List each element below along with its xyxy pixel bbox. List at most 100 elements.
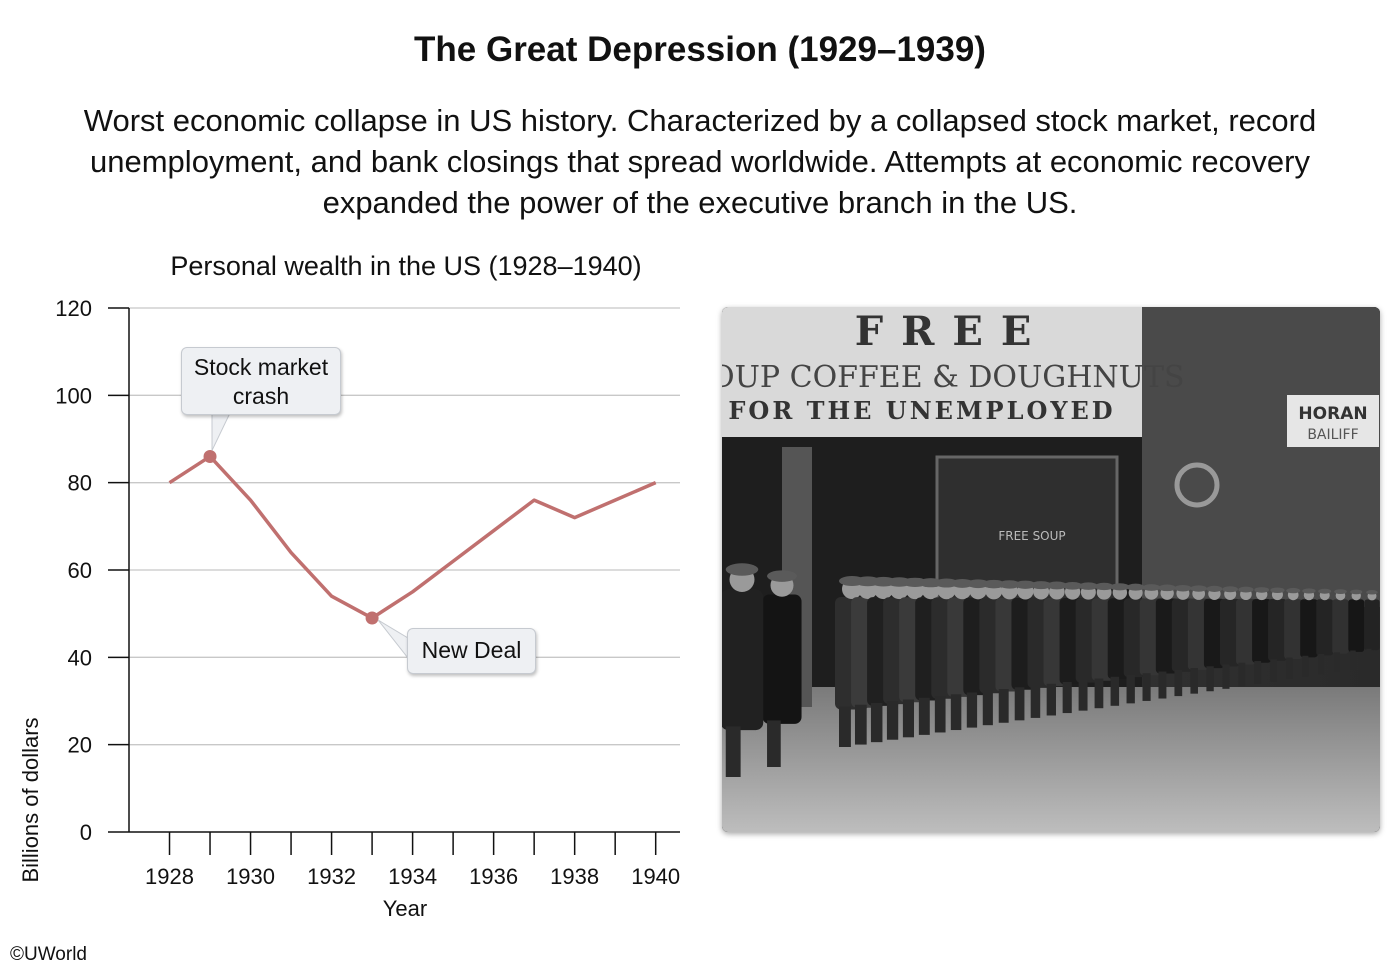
crowd-person-legs <box>1206 666 1214 692</box>
crowd-person-legs <box>998 689 1009 723</box>
crowd-person-cap <box>1094 582 1114 591</box>
crowd-person-legs <box>767 720 781 767</box>
annotation-marker-1 <box>365 611 379 625</box>
crowd-person-cap <box>725 563 759 576</box>
breadline-photo-illustration: FREE SOUP COFFEE & DOUGHNUTS FOR THE UNE… <box>722 307 1380 832</box>
crowd-person-legs <box>1270 659 1277 682</box>
photo-sign-line-3: FOR THE UNEMPLOYED <box>728 396 1115 425</box>
callout-stock-market-crash-label: Stock market crash <box>193 354 329 409</box>
crowd-person-legs <box>1334 652 1340 672</box>
crowd-person-cap <box>1046 581 1068 590</box>
crowd-person-legs <box>1286 657 1293 680</box>
y-axis-label: Billions of dollars <box>18 717 43 882</box>
crowd-person-cap <box>1286 587 1301 594</box>
crowd-person-legs <box>918 697 930 735</box>
crowd-person-cap <box>1142 584 1161 591</box>
x-axis-label: Year <box>383 896 427 921</box>
page-title: The Great Depression (1929–1939) <box>414 30 986 69</box>
chart-title: Personal wealth in the US (1928–1940) <box>170 251 641 281</box>
crowd-person-legs <box>886 701 899 740</box>
crowd-person-cap <box>1238 586 1254 593</box>
crowd-person-body <box>1219 598 1241 667</box>
y-tick-label-100: 100 <box>55 383 92 408</box>
crowd-person-cap <box>1270 587 1285 593</box>
photo-sign-line-2: SOUP COFFEE & DOUGHNUTS <box>722 360 1185 395</box>
crowd-person-cap <box>998 580 1021 589</box>
crowd-person-body <box>1316 599 1334 656</box>
crowd-person-body <box>1252 598 1272 663</box>
breadline-photo: FREE SOUP COFFEE & DOUGHNUTS FOR THE UNE… <box>722 307 1380 832</box>
crowd-person-cap <box>1078 582 1099 590</box>
y-tick-label-40: 40 <box>68 645 92 670</box>
x-tick-label-1936: 1936 <box>469 864 518 889</box>
data-series <box>168 412 657 660</box>
crowd-person-cap <box>1334 589 1347 595</box>
crowd-person-legs <box>1110 676 1120 706</box>
crowd-person-legs <box>725 726 741 777</box>
crowd-person-cap <box>1302 588 1316 594</box>
photo-window-text: FREE SOUP <box>998 529 1065 543</box>
crowd-person-legs <box>934 696 946 733</box>
crowd-person-cap <box>1174 584 1192 592</box>
crowd-person-legs <box>1190 668 1198 694</box>
crowd-person-legs <box>982 690 993 726</box>
crowd-person-cap <box>1030 581 1052 590</box>
crowd-person-body <box>1364 599 1380 651</box>
crowd-person-body <box>1284 599 1303 660</box>
crowd-person-cap <box>1110 583 1130 591</box>
crowd-person-cap <box>767 570 797 582</box>
x-tick-label-1930: 1930 <box>226 864 275 889</box>
x-tick-label-1940: 1940 <box>631 864 680 889</box>
crowd-person-legs <box>1126 675 1135 704</box>
crowd-person-legs <box>839 706 851 747</box>
crowd-person-legs <box>1302 655 1309 677</box>
callout-crash-pointer <box>211 412 231 451</box>
crowd-person-cap <box>1254 587 1270 593</box>
y-tick-label-0: 0 <box>80 820 92 845</box>
crowd-person-legs <box>1366 648 1372 667</box>
crowd-person-cap <box>1366 590 1378 595</box>
wealth-series-line <box>168 454 657 620</box>
y-tick-label-80: 80 <box>68 471 92 496</box>
y-tick-label-20: 20 <box>68 733 92 758</box>
photo-sign-free: FREE <box>855 308 1050 355</box>
crowd-person-cap <box>1318 588 1332 594</box>
x-tick-label-1928: 1928 <box>145 864 194 889</box>
crowd-person-body <box>722 589 764 731</box>
crowd-person-cap <box>1222 586 1238 593</box>
crowd-person-legs <box>1350 650 1356 670</box>
y-tick-label-120: 120 <box>55 296 92 321</box>
crowd-person-cap <box>966 579 990 589</box>
crowd-person-body <box>1300 599 1318 658</box>
crowd-person-cap <box>1350 589 1363 595</box>
crowd-person-legs <box>1046 683 1056 716</box>
crowd-person-legs <box>870 703 883 743</box>
crowd-person-legs <box>1318 654 1325 675</box>
crowd-person-legs <box>1142 673 1151 701</box>
crowd-person-legs <box>1094 678 1104 709</box>
crowd-person-body <box>762 594 802 724</box>
crowd-person-body <box>1332 599 1349 654</box>
crowd-person-cap <box>1206 585 1223 592</box>
callout-stock-market-crash: Stock market crash <box>181 347 341 415</box>
photo-side-sign-2: BAILIFF <box>1307 427 1358 443</box>
copyright-notice: ©UWorld <box>10 944 87 965</box>
photo-side-sign-1: HORAN <box>1298 404 1367 424</box>
description-text: Worst economic collapse in US history. C… <box>83 103 1317 220</box>
crowd-person-body <box>1268 599 1287 661</box>
x-tick-label-1934: 1934 <box>388 864 437 889</box>
crowd-of-men <box>722 563 1380 777</box>
crowd-person-legs <box>1078 680 1088 711</box>
crowd-person-cap <box>982 579 1005 589</box>
annotation-marker-0 <box>203 449 217 463</box>
callout-new-deal-pointer <box>377 619 409 660</box>
axes: 0 20 40 60 80 100 120 1928 1930 1932 1934 1936 1938 1… <box>55 296 680 889</box>
crowd-person-legs <box>1222 664 1230 689</box>
crowd-person-legs <box>1030 685 1041 718</box>
crowd-person-cap <box>1062 581 1083 590</box>
crowd-person-body <box>1348 599 1365 652</box>
crowd-person-legs <box>854 704 867 745</box>
crowd-person-cap <box>1014 580 1036 589</box>
crowd-person-body <box>1203 598 1225 669</box>
crowd-person-legs <box>1174 669 1183 697</box>
